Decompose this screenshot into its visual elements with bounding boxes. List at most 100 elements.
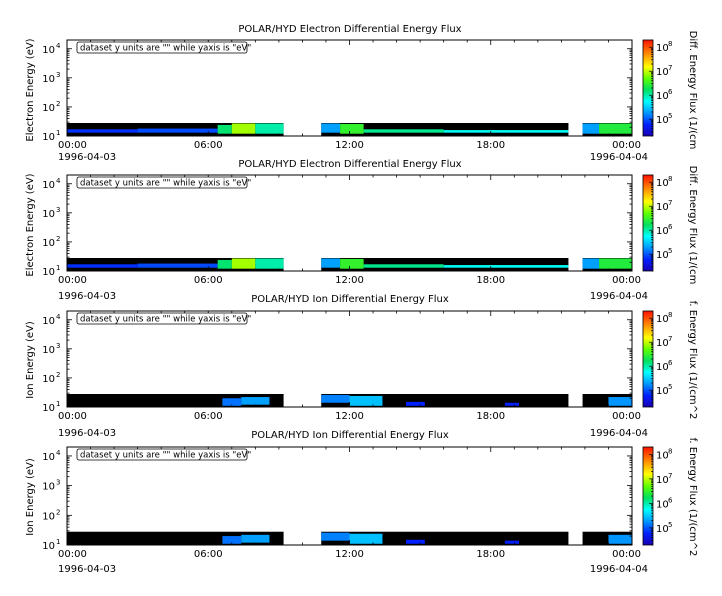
colorbar-tick-label: 10 [656,362,669,373]
y-tick-label-exponent: 2 [56,508,60,516]
y-tick-label-exponent: 2 [56,100,60,108]
annotation-box [76,448,248,461]
x-tick-label: 00:00 [612,411,641,422]
colorbar-tick-label: 10 [656,338,669,349]
flux-segment [321,258,341,268]
y-tick-label-exponent: 1 [56,400,60,408]
y-tick-label: 10 [42,103,55,114]
y-tick-label: 10 [42,374,55,385]
x-tick-label: 00:00 [58,140,87,151]
colorbar-tick-label: 10 [656,91,669,102]
flux-segment [599,123,632,134]
panel-1: POLAR/HYD Electron Differential Energy F… [25,24,698,163]
flux-segment [231,258,256,269]
y-tick-label: 10 [42,180,55,191]
colorbar-tick-label-exponent: 7 [668,199,672,207]
colorbar-tick-label: 10 [656,115,669,126]
annotation-note: dataset y units are "" while yaxis is "e… [80,315,251,325]
flux-segment [222,536,242,544]
colorbar [643,447,653,545]
y-tick-label-exponent: 4 [56,449,61,457]
colorbar-tick-label: 10 [656,250,669,261]
x-tick-label: 12:00 [335,275,364,286]
data-band [321,122,569,136]
start-date-label: 1996-04-03 [58,428,116,439]
y-tick-label: 10 [42,45,55,56]
flux-segment [321,532,350,541]
plot-frame [66,310,633,408]
y-tick-label: 10 [42,482,55,493]
y-tick-label-exponent: 3 [56,342,60,350]
flux-segment [340,258,364,269]
y-axis-label-group: Electron Energy (eV) [25,173,36,276]
colorbar-tick-label-exponent: 5 [668,383,672,391]
y-tick-label: 10 [42,132,55,143]
annotation-box [76,176,248,189]
y-tick-label: 10 [42,209,55,220]
flux-segment [321,123,341,133]
colorbar-label-group: f. Energy Flux (1/(cm^2 [687,438,698,557]
flux-segment [217,259,232,269]
annotation-note: dataset y units are "" while yaxis is "e… [80,179,251,189]
colorbar-tick-label: 10 [656,386,669,397]
y-tick-label-exponent: 4 [56,177,61,185]
data-band [321,257,569,271]
x-tick-label: 00:00 [58,549,87,560]
y-tick-label-exponent: 3 [56,71,60,79]
flux-segment [504,540,519,544]
x-tick-label: 12:00 [335,411,364,422]
colorbar-tick-label-exponent: 8 [668,447,672,455]
x-tick-label: 00:00 [58,275,87,286]
annotation-note: dataset y units are "" while yaxis is "e… [80,451,251,461]
start-date-label: 1996-04-03 [58,152,116,163]
colorbar-tick-label: 10 [656,499,669,510]
start-date-label: 1996-04-03 [58,291,116,302]
flux-segment [67,129,138,133]
colorbar-tick-label-exponent: 8 [668,311,672,319]
y-axis-label: Ion Energy (eV) [25,321,36,399]
colorbar-tick-label-exponent: 6 [668,359,673,367]
x-tick-label: 18:00 [476,140,505,151]
x-tick-label: 12:00 [335,549,364,560]
end-date-label: 1996-04-04 [590,152,648,163]
colorbar-label: f. Energy Flux (1/(cm^2 [687,301,698,420]
colorbar-label-group: Diff. Energy Flux (1/(cm [687,166,698,285]
y-tick-label: 10 [42,316,55,327]
x-tick-label: 00:00 [612,140,641,151]
colorbar-tick-label-exponent: 8 [668,175,672,183]
colorbar-tick-label-exponent: 7 [668,64,672,72]
y-tick-label-exponent: 1 [56,538,60,546]
y-axis-label-group: Ion Energy (eV) [25,458,36,536]
colorbar-tick-label: 10 [656,226,669,237]
y-tick-label: 10 [42,452,55,463]
colorbar-label-group: f. Energy Flux (1/(cm^2 [687,301,698,420]
y-tick-label: 10 [42,511,55,522]
colorbar-tick-label-exponent: 6 [668,496,673,504]
x-tick-label: 18:00 [476,411,505,422]
colorbar-tick-label: 10 [656,43,669,54]
annotation-box [76,41,248,54]
colorbar-tick-label-exponent: 7 [668,335,672,343]
flux-segment [363,264,444,268]
colorbar-label: f. Energy Flux (1/(cm^2 [687,438,698,557]
colorbar-tick-label: 10 [656,178,669,189]
flux-segment [255,258,284,269]
flux-segment [504,402,519,406]
colorbar-tick-label: 10 [656,524,669,535]
flux-segment [599,258,632,269]
panel-title: POLAR/HYD Electron Differential Energy F… [238,24,461,35]
y-tick-label: 10 [42,541,55,552]
flux-segment [443,265,569,268]
panel-title: POLAR/HYD Ion Differential Energy Flux [251,430,449,441]
colorbar-tick-label-exponent: 5 [668,521,672,529]
end-date-label: 1996-04-04 [590,291,648,302]
y-tick-label-exponent: 4 [56,42,61,50]
flux-segment [137,128,218,133]
flux-segment [582,123,600,134]
colorbar-label: Diff. Energy Flux (1/(cm [687,166,698,285]
x-tick-label: 00:00 [612,275,641,286]
end-date-label: 1996-04-04 [590,564,648,575]
colorbar-tick-label-exponent: 6 [668,88,673,96]
y-axis-label-group: Electron Energy (eV) [25,38,36,141]
